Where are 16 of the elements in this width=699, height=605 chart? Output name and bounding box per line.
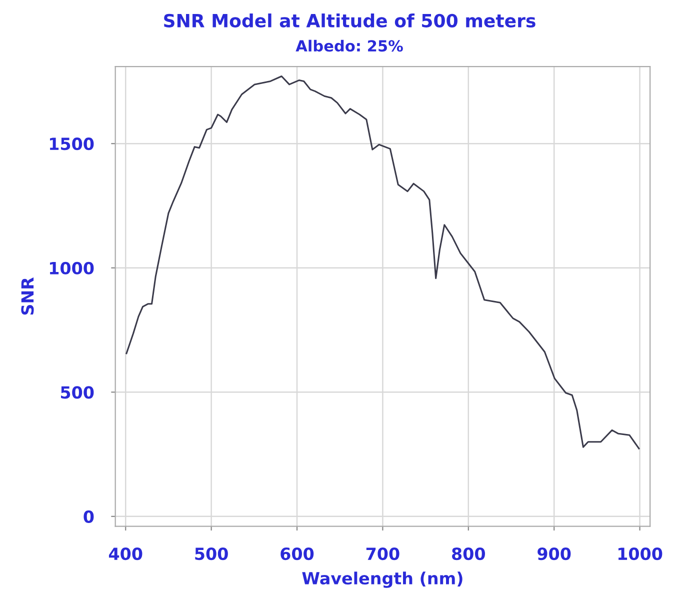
x-tick-label: 900 — [538, 547, 571, 560]
chart-title: SNR Model at Altitude of 500 meters — [164, 14, 536, 28]
y-tick-label: 0 — [84, 510, 94, 523]
y-tick-label: 1500 — [50, 138, 94, 150]
x-tick-label: 400 — [108, 547, 142, 560]
x-tick-label: 800 — [452, 547, 485, 560]
x-tick-label: 1000 — [618, 547, 662, 560]
x-tick-label: 600 — [280, 547, 314, 560]
chart-subtitle: Albedo: 25% — [296, 40, 403, 52]
y-tick-label: 1000 — [50, 262, 94, 274]
y-axis-title: SNR — [21, 277, 34, 315]
line-series — [126, 75, 640, 450]
x-tick-label: 700 — [366, 547, 400, 560]
y-tick-label: 500 — [61, 386, 94, 399]
x-axis-title: Wavelength (nm) — [302, 572, 462, 588]
x-tick-label: 500 — [195, 547, 228, 560]
